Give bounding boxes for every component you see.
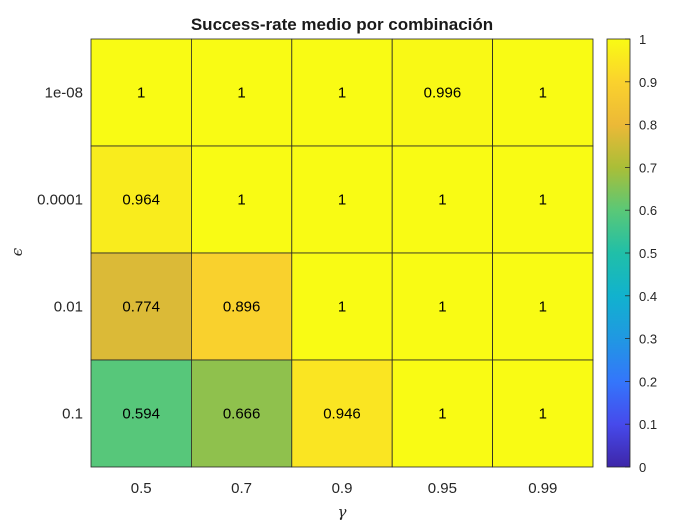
y-axis-ticks: 1e-08 0.0001 0.01 0.1: [37, 85, 83, 423]
heatmap-cells: 1 1 1 0.996 1 0.964 1 1 1 1 0.774 0.896 1 1 1 0.594 0.66…: [90, 38, 594, 468]
cell-value-label: 0.594: [122, 406, 160, 423]
y-axis-label: ϵ: [8, 247, 26, 256]
colorbar-tick-label: 0.5: [639, 246, 657, 261]
heatmap-cell: [190, 252, 293, 361]
y-tick-label: 0.1: [62, 406, 83, 423]
x-axis-ticks: 0.5 0.7 0.9 0.95 0.99: [131, 480, 558, 497]
colorbar-tick-label: 0.3: [639, 332, 657, 347]
cell-value-label: 1: [438, 299, 446, 316]
heatmap-cell: [291, 145, 393, 254]
x-axis-label: γ: [338, 503, 347, 521]
colorbar-tick-label: 0.7: [639, 160, 657, 175]
cell-value-label: 1: [438, 192, 446, 209]
heatmap-cell: [391, 252, 494, 361]
colorbar-tick-label: 0.6: [639, 203, 657, 218]
colorbar-tick-label: 0.2: [639, 374, 657, 389]
cell-value-label: 1: [539, 85, 547, 102]
heatmap-cell: [492, 38, 594, 147]
x-tick-label: 0.7: [231, 480, 252, 497]
colorbar-tick-label: 0.8: [639, 118, 657, 133]
cell-value-label: 1: [438, 406, 446, 423]
cell-value-label: 0.666: [223, 406, 261, 423]
heatmap-cell: [492, 359, 594, 468]
cell-value-label: 0.774: [122, 299, 160, 316]
colorbar-tick-label: 0.9: [639, 75, 657, 90]
cell-value-label: 0.996: [424, 85, 462, 102]
cell-value-label: 1: [338, 192, 346, 209]
heatmap-cell: [190, 359, 293, 468]
cell-value-label: 1: [237, 85, 245, 102]
heatmap-cell: [291, 252, 393, 361]
heatmap-cell: [291, 359, 393, 468]
y-tick-label: 0.0001: [37, 192, 83, 209]
heatmap-cell: [391, 359, 494, 468]
cell-value-label: 1: [338, 85, 346, 102]
colorbar-ticks: 0 0.1 0.2 0.3 0.4 0.5 0.6 0.7 0.8 0.9 1: [625, 32, 657, 475]
cell-value-label: 1: [237, 192, 245, 209]
heatmap-cell: [492, 145, 594, 254]
y-tick-label: 1e-08: [45, 85, 83, 102]
y-tick-label: 0.01: [54, 299, 83, 316]
colorbar-tick-label: 1: [639, 32, 646, 47]
cell-value-label: 0.964: [122, 192, 160, 209]
heatmap-cell: [492, 252, 594, 361]
cell-value-label: 1: [539, 299, 547, 316]
cell-value-label: 0.896: [223, 299, 261, 316]
heatmap-cell: [90, 359, 192, 468]
cell-value-label: 1: [137, 85, 145, 102]
colorbar-tick-label: 0: [639, 460, 646, 475]
heatmap-cell: [90, 38, 192, 147]
heatmap-cell: [391, 38, 494, 147]
heatmap-cell: [90, 145, 192, 254]
cell-value-label: 0.946: [323, 406, 361, 423]
heatmap-cell: [190, 38, 293, 147]
x-tick-label: 0.9: [332, 480, 353, 497]
x-tick-label: 0.95: [428, 480, 457, 497]
x-tick-label: 0.99: [528, 480, 557, 497]
cell-value-label: 1: [539, 406, 547, 423]
colorbar-tick-label: 0.1: [639, 417, 657, 432]
chart-title: Success-rate medio por combinación: [191, 15, 493, 34]
colorbar-tick-label: 0.4: [639, 289, 657, 304]
x-tick-label: 0.5: [131, 480, 152, 497]
cell-value-label: 1: [338, 299, 346, 316]
heatmap-cell: [291, 38, 393, 147]
cell-value-label: 1: [539, 192, 547, 209]
